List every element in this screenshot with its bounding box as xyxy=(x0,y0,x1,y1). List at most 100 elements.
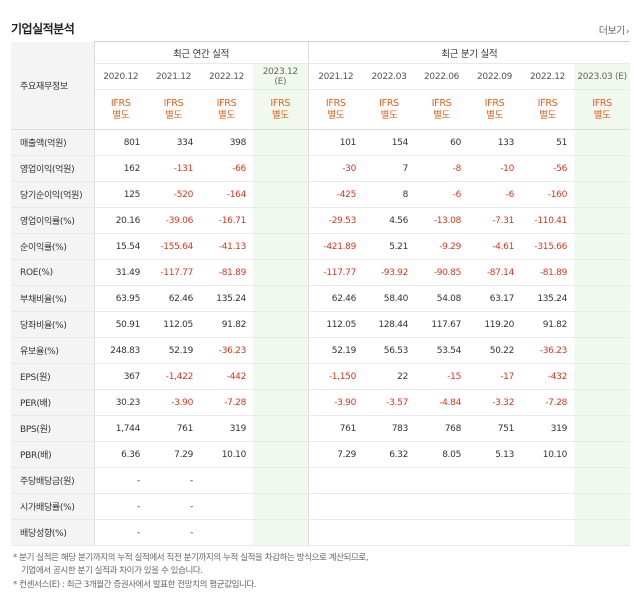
table-row: PBR(배) 6.36 7.29 10.10 7.29 6.32 8.05 5.13 10.10 xyxy=(11,441,631,468)
table-cell xyxy=(574,389,631,416)
table-row: 당좌비율(%) 50.91 112.05 91.82 112.05 128.44 117.6… xyxy=(11,311,631,338)
table-cell: -29.53 xyxy=(308,207,364,234)
table-cell xyxy=(253,181,309,208)
table-cell: 10.10 xyxy=(200,441,253,468)
table-cell xyxy=(253,129,309,156)
table-cell xyxy=(253,389,309,416)
table-cell: - xyxy=(94,467,147,494)
table-cell: -7.31 xyxy=(468,207,522,234)
table-cell: -87.14 xyxy=(468,259,522,286)
table-row: 유보율(%) 248.83 52.19 -36.23 52.19 56.53 53.54 50… xyxy=(11,337,631,364)
table-row: PER(배) 30.23 -3.90 -7.28 -3.90 -3.57 -4.84 -3.3… xyxy=(11,389,631,416)
table-cell xyxy=(574,129,631,156)
table-cell xyxy=(574,441,631,468)
ifrs-standard-label: IFRS 별도 xyxy=(415,89,469,130)
table-cell: 4.56 xyxy=(363,207,416,234)
table-cell: 135.24 xyxy=(200,285,253,312)
table-cell xyxy=(253,337,309,364)
table-cell: 367 xyxy=(94,363,147,390)
table-cell: -81.89 xyxy=(200,259,253,286)
table-cell: 53.54 xyxy=(415,337,469,364)
table-cell: 319 xyxy=(521,415,575,442)
table-cell: 334 xyxy=(147,129,200,156)
table-cell: 51 xyxy=(521,129,575,156)
table-cell: -39.06 xyxy=(147,207,200,234)
table-cell: 50.91 xyxy=(94,311,147,338)
table-cell: 248.83 xyxy=(94,337,147,364)
table-cell xyxy=(308,519,364,546)
period-header: 2021.12 xyxy=(147,63,200,90)
table-cell xyxy=(521,493,575,520)
table-cell xyxy=(521,519,575,546)
row-label: 시가배당률(%) xyxy=(11,493,95,520)
table-cell xyxy=(574,337,631,364)
table-cell xyxy=(574,415,631,442)
table-cell: 162 xyxy=(94,155,147,182)
table-cell xyxy=(574,467,631,494)
table-cell: -3.57 xyxy=(363,389,416,416)
table-cell: 398 xyxy=(200,129,253,156)
table-row: BPS(원) 1,744 761 319 761 783 768 751 319 xyxy=(11,415,631,442)
table-cell: -110.41 xyxy=(521,207,575,234)
table-cell: -164 xyxy=(200,181,253,208)
row-label: 당좌비율(%) xyxy=(11,311,95,338)
table-cell: 783 xyxy=(363,415,416,442)
table-cell: -131 xyxy=(147,155,200,182)
row-label: PBR(배) xyxy=(11,441,95,468)
annual-group-title: 최근 연간 실적 xyxy=(94,41,309,64)
table-cell: -90.85 xyxy=(415,259,469,286)
table-cell: 50.22 xyxy=(468,337,522,364)
table-row: ROE(%) 31.49 -117.77 -81.89 -117.77 -93.92 -90… xyxy=(11,259,631,286)
table-cell: 31.49 xyxy=(94,259,147,286)
table-cell: 52.19 xyxy=(147,337,200,364)
ifrs-standard-label: IFRS 별도 xyxy=(521,89,575,130)
table-row: EPS(원) 367 -1,422 -442 -1,150 22 -15 -17 -432 xyxy=(11,363,631,390)
table-cell: 60 xyxy=(415,129,469,156)
table-row: 순이익률(%) 15.54 -155.64 -41.13 -421.89 5.21 -9.2… xyxy=(11,233,631,260)
footnote-quarterly-cont: 기업에서 공시한 분기 실적과 차이가 있을 수 있습니다. xyxy=(21,566,203,576)
row-label: PER(배) xyxy=(11,389,95,416)
table-cell: 801 xyxy=(94,129,147,156)
row-label: 매출액(억원) xyxy=(11,129,95,156)
table-cell: 15.54 xyxy=(94,233,147,260)
table-cell: 117.67 xyxy=(415,311,469,338)
table-cell xyxy=(253,415,309,442)
ifrs-standard-label: IFRS 별도 xyxy=(468,89,522,130)
table-cell: -66 xyxy=(200,155,253,182)
table-cell: 91.82 xyxy=(521,311,575,338)
table-cell: -36.23 xyxy=(200,337,253,364)
table-cell: 761 xyxy=(308,415,364,442)
table-cell: -16.71 xyxy=(200,207,253,234)
table-cell xyxy=(200,467,253,494)
table-row: 배당성향(%) - - xyxy=(11,519,631,546)
table-cell xyxy=(253,155,309,182)
more-label: 더보기 xyxy=(598,26,626,37)
period-header: 2020.12 xyxy=(94,63,147,90)
table-cell: 63.95 xyxy=(94,285,147,312)
table-cell: -1,422 xyxy=(147,363,200,390)
table-cell xyxy=(253,493,309,520)
table-cell: 5.13 xyxy=(468,441,522,468)
table-cell: 751 xyxy=(468,415,522,442)
table-row: 당기순이익(억원) 125 -520 -164 -425 8 -6 -6 -160 xyxy=(11,181,631,208)
table-cell: -520 xyxy=(147,181,200,208)
table-cell: -432 xyxy=(521,363,575,390)
row-label: BPS(원) xyxy=(11,415,95,442)
more-link[interactable]: 더보기› xyxy=(598,22,630,37)
table-cell: -3.32 xyxy=(468,389,522,416)
table-cell: 125 xyxy=(94,181,147,208)
table-cell: 128.44 xyxy=(363,311,416,338)
table-cell xyxy=(308,493,364,520)
ifrs-standard-label: IFRS 별도 xyxy=(147,89,200,130)
table-cell: -4.84 xyxy=(415,389,469,416)
table-cell xyxy=(253,519,309,546)
table-cell: 10.10 xyxy=(521,441,575,468)
table-cell xyxy=(415,519,469,546)
table-cell xyxy=(574,311,631,338)
ifrs-standard-label: IFRS 별도 xyxy=(200,89,253,130)
table-cell: -421.89 xyxy=(308,233,364,260)
table-cell xyxy=(253,285,309,312)
period-header: 2022.03 xyxy=(363,63,416,90)
table-cell: -117.77 xyxy=(308,259,364,286)
table-cell: -160 xyxy=(521,181,575,208)
